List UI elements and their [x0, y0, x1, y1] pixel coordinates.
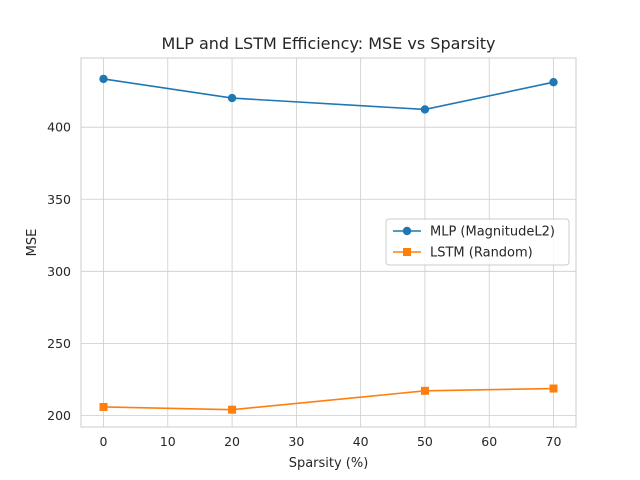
legend-item: MLP (MagnitudeL2) [393, 225, 555, 240]
legend-label: MLP (MagnitudeL2) [430, 225, 555, 240]
x-tick-label: 10 [160, 434, 176, 449]
data-point [99, 74, 108, 84]
legend-swatch-marker [403, 248, 411, 256]
x-tick-label: 0 [100, 434, 108, 449]
legend-swatch-marker [402, 226, 412, 236]
legend-item: LSTM (Random) [393, 246, 533, 261]
x-tick-label: 50 [417, 434, 433, 449]
legend-label: LSTM (Random) [430, 246, 533, 261]
chart-title: MLP and LSTM Efficiency: MSE vs Sparsity [161, 34, 495, 53]
data-point [549, 384, 558, 393]
data-point [549, 78, 558, 87]
x-axis-label: Sparsity (%) [289, 456, 369, 471]
data-point [227, 93, 237, 103]
series-layer [99, 74, 558, 414]
y-tick-label: 200 [47, 408, 71, 423]
x-tick-label: 40 [353, 434, 369, 449]
x-tick-label: 60 [481, 434, 497, 449]
x-axis-ticks: 0 10 20 30 40 50 60 70 [100, 434, 562, 449]
series-mlp [99, 74, 558, 114]
y-tick-label: 300 [47, 264, 71, 279]
legend: MLP (MagnitudeL2) LSTM (Random) [385, 218, 570, 266]
y-axis-label: MSE [25, 229, 40, 257]
data-point [420, 105, 430, 114]
series-line [103, 387, 554, 411]
x-tick-label: 20 [224, 434, 240, 449]
legend-box [385, 218, 570, 266]
y-tick-label: 400 [47, 120, 71, 135]
data-point [420, 386, 429, 395]
y-axis-ticks: 200 250 300 350 400 [47, 120, 71, 423]
x-tick-label: 70 [546, 434, 562, 449]
plot-area [80, 57, 577, 428]
x-tick-label: 30 [288, 434, 304, 449]
series-line [103, 78, 554, 111]
data-point [99, 402, 108, 411]
y-tick-label: 350 [47, 192, 71, 207]
series-lstm [99, 384, 558, 414]
y-tick-label: 250 [47, 336, 71, 351]
data-point [228, 405, 237, 414]
